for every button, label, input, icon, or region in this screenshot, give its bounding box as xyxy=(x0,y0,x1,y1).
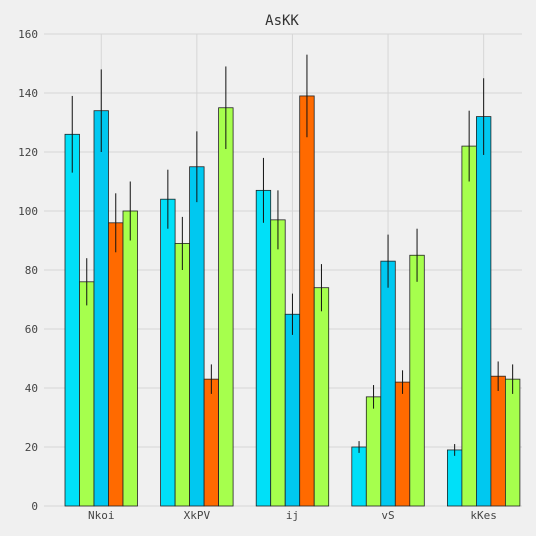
bar-Nkoi-series-2 xyxy=(93,110,109,507)
bar-kKes-series-4 xyxy=(504,378,521,507)
x-tick-label: Nkoi xyxy=(88,509,115,522)
bar-ij-series-3 xyxy=(299,95,315,507)
x-tick-label: ij xyxy=(286,509,299,522)
bar-ij-series-2 xyxy=(284,313,301,507)
bar-vS-series-1 xyxy=(365,396,382,507)
bar-Nkoi-series-4 xyxy=(122,210,138,507)
y-tick-label: 120 xyxy=(18,146,38,159)
y-tick-label: 100 xyxy=(18,205,38,218)
x-tick-label: XkPV xyxy=(184,509,211,522)
bar-XkPV-series-1 xyxy=(174,243,191,507)
x-axis-ticks: Nkoi XkPV ij vS kKes xyxy=(88,509,497,522)
bar-XkPV-series-2 xyxy=(189,166,205,507)
bar-kKes-series-3 xyxy=(490,375,506,507)
bar-vS-series-2 xyxy=(380,260,396,507)
bars xyxy=(64,95,521,507)
bar-vS-series-0 xyxy=(351,446,367,507)
y-tick-label: 80 xyxy=(25,264,38,277)
y-tick-label: 60 xyxy=(25,323,38,336)
y-axis-ticks: 0 20 40 60 80 100 120 140 160 xyxy=(18,28,38,513)
y-tick-label: 0 xyxy=(31,500,38,513)
y-tick-label: 140 xyxy=(18,87,38,100)
y-tick-label: 20 xyxy=(25,441,38,454)
chart-title: AsKK xyxy=(265,13,299,29)
bar-Nkoi-series-3 xyxy=(108,222,124,507)
x-tick-label: vS xyxy=(381,509,394,522)
bar-ij-series-1 xyxy=(270,219,286,507)
error-bars xyxy=(71,54,514,456)
bar-Nkoi-series-0 xyxy=(64,133,80,507)
y-tick-label: 160 xyxy=(18,28,38,41)
bar-XkPV-series-0 xyxy=(160,198,176,507)
bar-ij-series-4 xyxy=(313,287,330,507)
x-tick-label: kKes xyxy=(470,509,497,522)
bar-kKes-series-0 xyxy=(446,449,463,507)
y-tick-label: 40 xyxy=(25,382,38,395)
bar-XkPV-series-3 xyxy=(203,378,220,507)
bar-vS-series-3 xyxy=(394,381,411,507)
bar-ij-series-0 xyxy=(255,189,272,507)
bar-vS-series-4 xyxy=(409,254,425,507)
bar-kKes-series-2 xyxy=(475,116,492,507)
bar-Nkoi-series-1 xyxy=(79,281,95,507)
bar-kKes-series-1 xyxy=(461,145,477,507)
bar-XkPV-series-4 xyxy=(218,107,234,507)
